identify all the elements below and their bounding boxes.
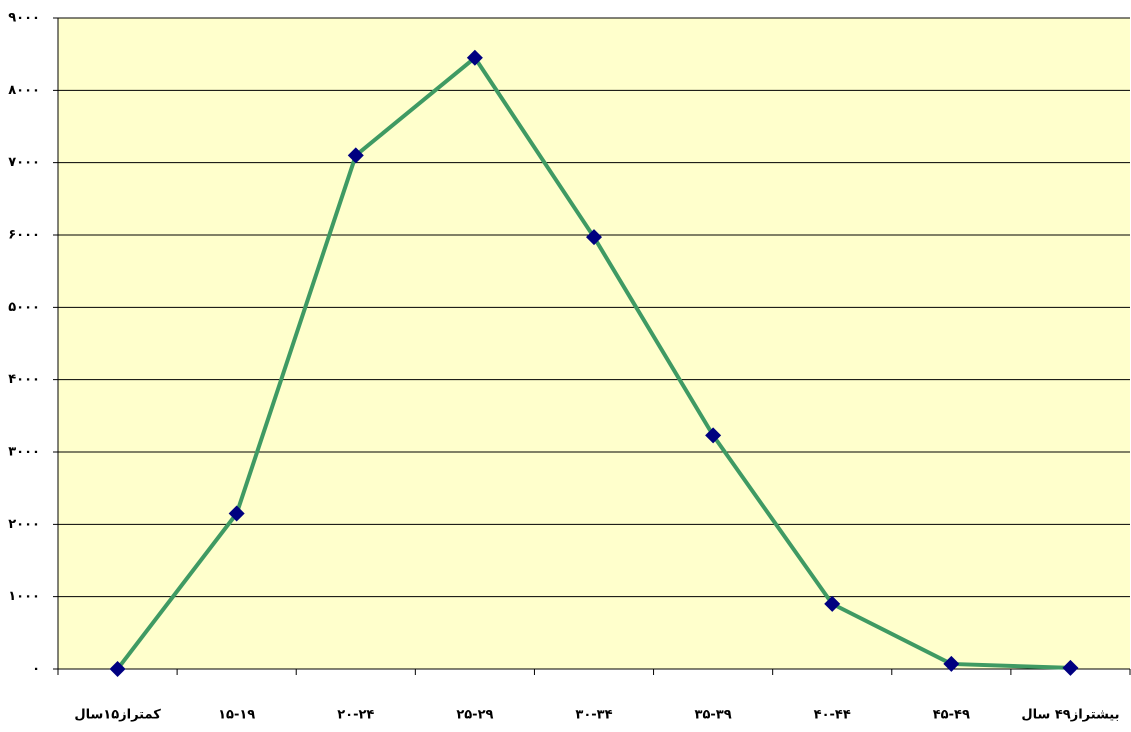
y-tick-label: ۶۰۰۰ <box>8 228 40 243</box>
y-tick-label: ۲۰۰۰ <box>8 517 40 532</box>
marker <box>466 49 483 66</box>
plot-area <box>58 18 1130 669</box>
x-tick-label: ۱۵-۱۹ <box>218 708 255 723</box>
y-tick-label: ۷۰۰۰ <box>8 155 40 170</box>
y-tick-label: ۱۰۰۰ <box>8 589 40 604</box>
marker <box>1062 659 1079 676</box>
marker <box>943 655 960 672</box>
marker <box>109 661 126 677</box>
x-tick-label: ۳۰-۳۴ <box>575 708 612 723</box>
marker <box>586 229 602 246</box>
y-tick-label: ۹۰۰۰ <box>8 11 40 26</box>
x-tick-label: ۲۰-۲۴ <box>337 708 374 723</box>
x-tick-label: کمتراز۱۵سال <box>74 708 161 723</box>
x-tick-label: ۳۵-۳۹ <box>695 708 732 723</box>
y-tick-label: ۴۰۰۰ <box>8 372 40 387</box>
x-tick-label: ۴۰-۴۴ <box>814 708 851 723</box>
marker <box>347 147 364 164</box>
y-tick-label: ۵۰۰۰ <box>8 300 40 315</box>
x-tick-label: ۲۵-۲۹ <box>456 708 493 723</box>
y-tick-label: ۸۰۰۰ <box>8 83 40 98</box>
y-tick-label: ۰ <box>32 662 40 677</box>
y-tick-label: ۳۰۰۰ <box>8 445 40 460</box>
x-tick-label: ۴۵-۴۹ <box>933 708 970 723</box>
marker <box>228 505 245 522</box>
marker <box>705 427 722 444</box>
marker <box>824 595 841 612</box>
x-tick-label: بیشتراز۴۹ سال <box>1021 708 1119 723</box>
